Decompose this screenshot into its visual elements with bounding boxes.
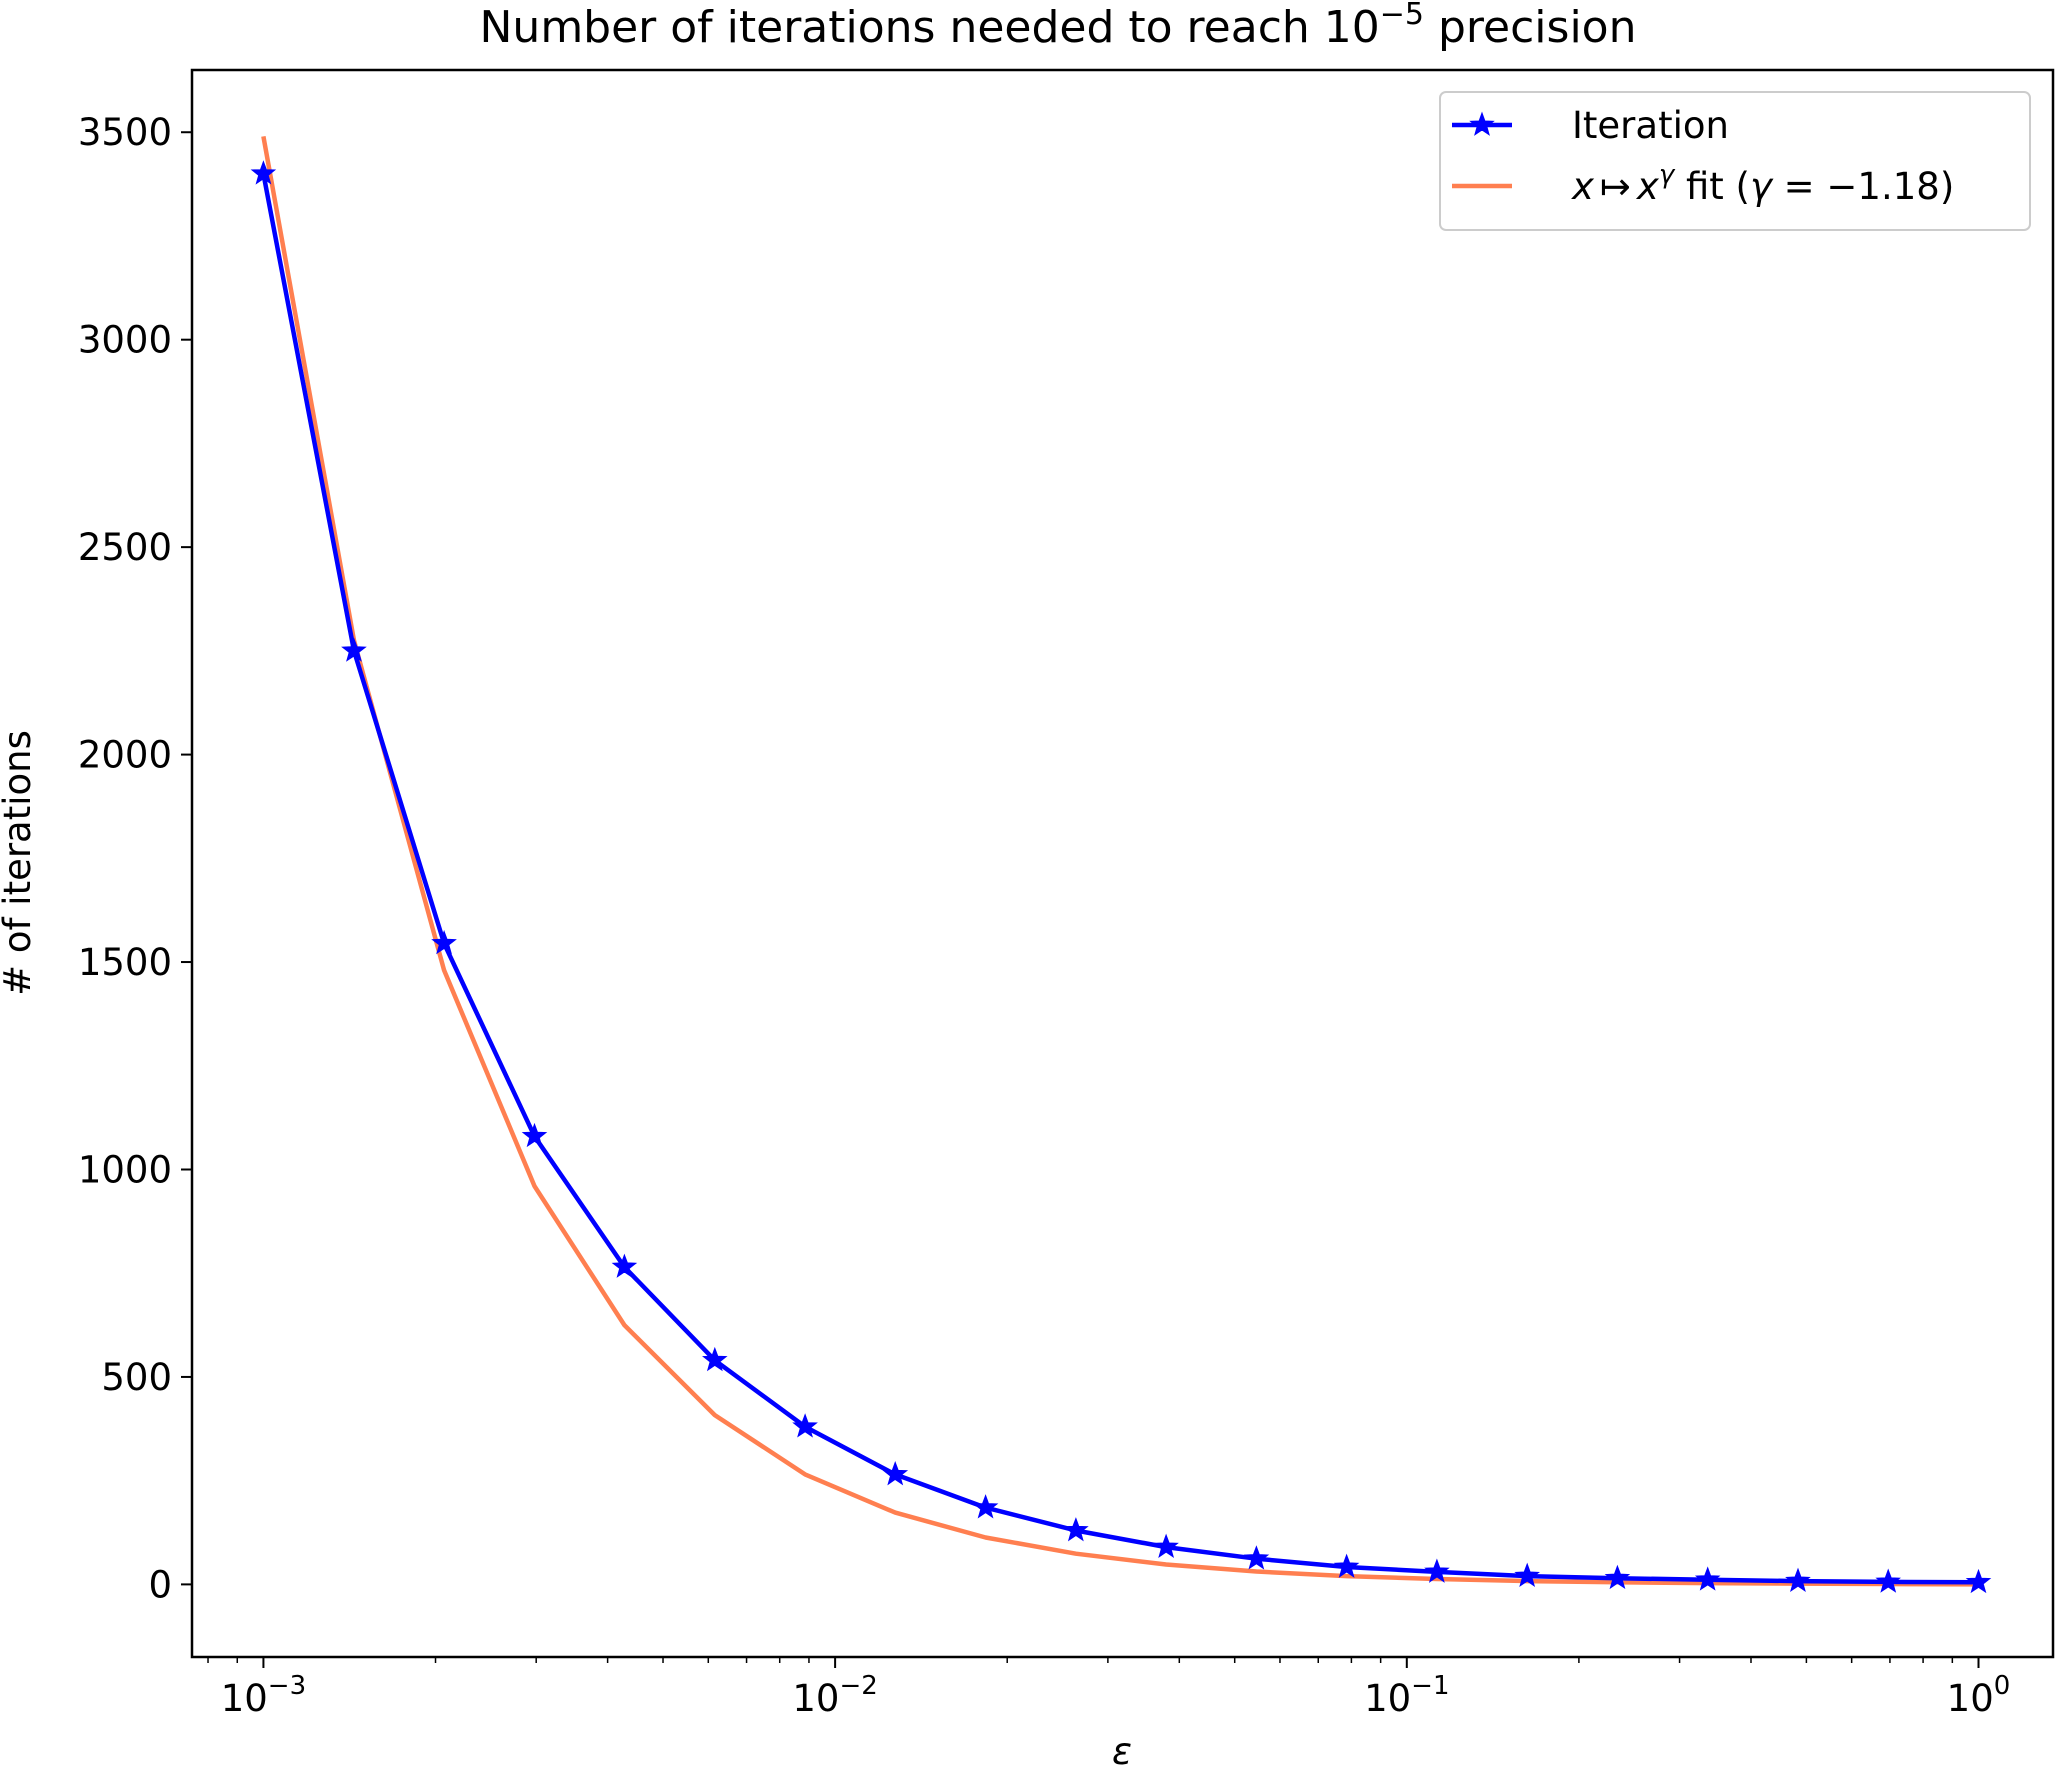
- y-tick-label: 3000: [78, 319, 172, 362]
- y-tick-label: 1000: [78, 1148, 172, 1191]
- iteration-point: [1785, 1567, 1811, 1592]
- iteration-point: [521, 1122, 548, 1148]
- legend-iteration-marker: [1469, 111, 1495, 136]
- legend-iteration-label: Iteration: [1572, 104, 1729, 147]
- legend-fit-gamma: γ: [1750, 165, 1774, 208]
- x-tick-base: 10: [1947, 1677, 1994, 1720]
- iteration-point: [1063, 1517, 1089, 1542]
- x-tick-base: 10: [1364, 1677, 1411, 1720]
- x-tick-base: 10: [221, 1677, 268, 1720]
- x-tick-exponent: 0: [1994, 1671, 2011, 1701]
- y-tick-label: 0: [148, 1563, 172, 1606]
- x-tick-base: 10: [792, 1677, 839, 1720]
- iteration-point: [611, 1253, 638, 1278]
- y-tick-label: 500: [101, 1356, 172, 1399]
- legend-fit-gamma-exp: γ: [1659, 160, 1676, 190]
- x-axis-label: ε: [1112, 1730, 1132, 1773]
- x-tick-exponent: −3: [268, 1671, 306, 1701]
- chart-title-main: Number of iterations needed to reach 10: [480, 2, 1380, 53]
- series-iteration-line: [261, 173, 1979, 1585]
- iteration-point: [1694, 1566, 1721, 1591]
- iteration-point: [792, 1413, 818, 1438]
- legend-fit-text: fit (: [1674, 165, 1750, 208]
- iteration-point: [1514, 1562, 1540, 1587]
- x-tick-label: 10−2: [792, 1671, 877, 1720]
- iteration-point: [702, 1346, 728, 1372]
- x-axis-ticks: 10−3 10−2 10−1 100: [207, 1657, 2011, 1720]
- chart-title-suffix: precision: [1424, 2, 1636, 53]
- series-fit-line: [261, 136, 1979, 1587]
- x-tick-exponent: −2: [839, 1671, 877, 1701]
- chart-title-exponent: −5: [1380, 0, 1424, 32]
- x-tick-exponent: −1: [1411, 1671, 1449, 1701]
- y-tick-label: 2000: [78, 734, 172, 777]
- iteration-point: [1424, 1558, 1450, 1583]
- iteration-point: [1333, 1553, 1360, 1578]
- series-layer: [250, 136, 1992, 1594]
- iteration-point: [250, 160, 277, 185]
- legend-fit-x: x: [1571, 165, 1595, 208]
- legend-fit-x2: x: [1636, 165, 1660, 208]
- y-tick-label: 3500: [78, 111, 172, 154]
- legend: Iteration x ↦ xγ fit (γ = −1.18): [1439, 91, 2031, 231]
- legend-fit-arrow: ↦: [1600, 165, 1631, 208]
- iteration-point: [1153, 1533, 1179, 1558]
- x-tick-label: 10−1: [1364, 1671, 1449, 1720]
- legend-box: [1439, 91, 2031, 231]
- y-axis-ticks: 0 500 1000 1500 2000 2500 3000 3500: [78, 111, 192, 1606]
- iteration-point: [1243, 1545, 1270, 1570]
- iteration-point: [1875, 1568, 1901, 1593]
- x-tick-label: 100: [1947, 1671, 2011, 1720]
- iteration-point: [431, 929, 457, 955]
- iteration-point: [972, 1494, 999, 1519]
- iteration-point: [1965, 1568, 1992, 1594]
- y-tick-label: 1500: [78, 941, 172, 984]
- iteration-point: [341, 637, 367, 662]
- chart-title: Number of iterations needed to reach 10−…: [480, 0, 1637, 53]
- iteration-point: [1604, 1564, 1631, 1590]
- legend-fit-label: x ↦ xγ fit (γ = −1.18): [1571, 160, 1954, 208]
- legend-fit-eq: = −1.18): [1772, 165, 1954, 208]
- y-tick-label: 2500: [78, 526, 172, 569]
- x-tick-label: 10−3: [221, 1671, 306, 1720]
- plot-area-frame: [190, 68, 2055, 1659]
- iteration-point: [882, 1460, 909, 1486]
- y-axis-label: # of iterations: [0, 730, 39, 996]
